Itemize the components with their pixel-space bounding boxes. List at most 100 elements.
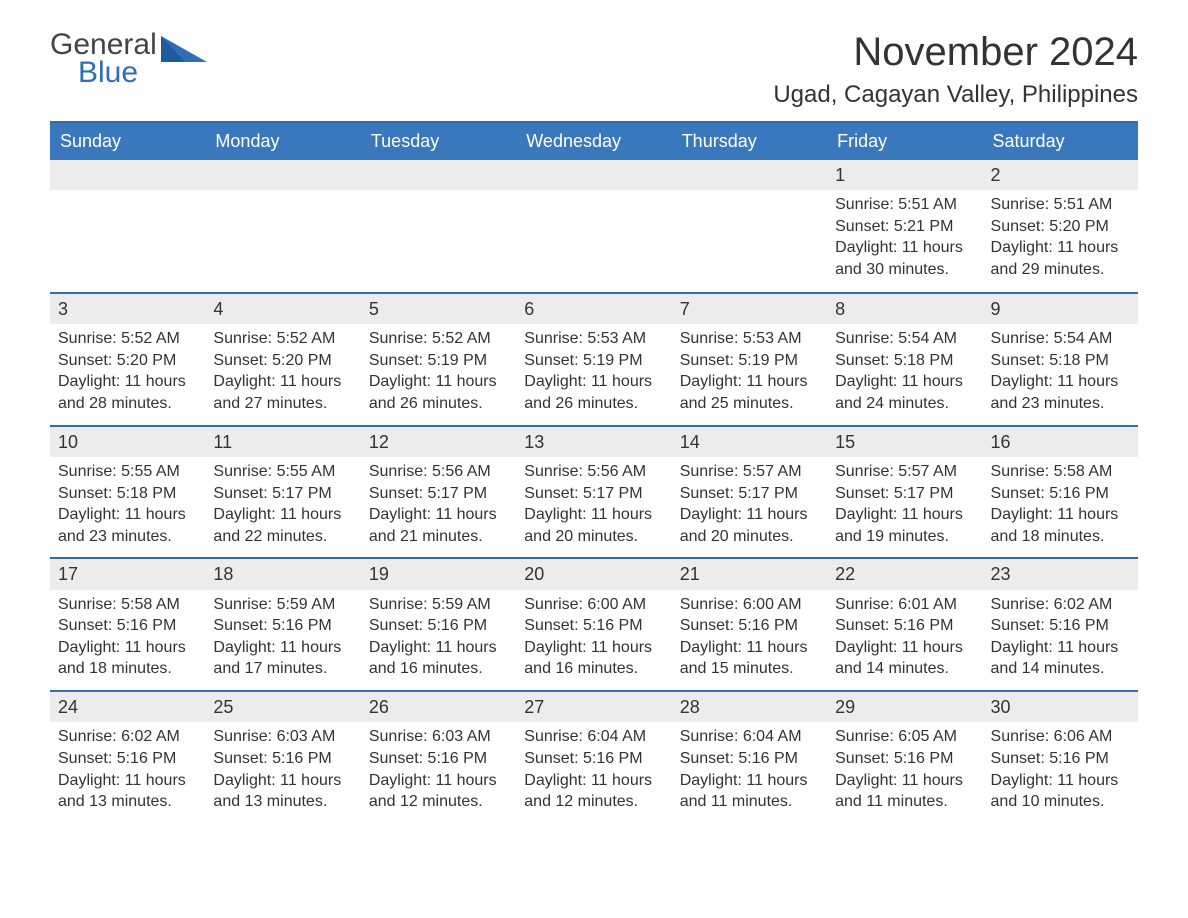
sunrise-text: Sunrise: 6:04 AM [524, 726, 663, 748]
sunset-text: Sunset: 5:16 PM [524, 615, 663, 637]
day-cell: 2Sunrise: 5:51 AMSunset: 5:20 PMDaylight… [983, 160, 1138, 292]
day-cell: 3Sunrise: 5:52 AMSunset: 5:20 PMDaylight… [50, 294, 205, 425]
day-body: Sunrise: 6:00 AMSunset: 5:16 PMDaylight:… [672, 590, 827, 690]
sunrise-text: Sunrise: 6:06 AM [991, 726, 1130, 748]
daylight-text: Daylight: 11 hours and 20 minutes. [524, 504, 663, 547]
daylight-text: Daylight: 11 hours and 18 minutes. [991, 504, 1130, 547]
day-number: 6 [516, 294, 671, 324]
daylight-text: Daylight: 11 hours and 12 minutes. [524, 770, 663, 813]
day-body: Sunrise: 6:01 AMSunset: 5:16 PMDaylight:… [827, 590, 982, 690]
day-body: Sunrise: 5:57 AMSunset: 5:17 PMDaylight:… [672, 457, 827, 557]
day-number: 23 [983, 559, 1138, 589]
day-number: 1 [827, 160, 982, 190]
daylight-text: Daylight: 11 hours and 26 minutes. [524, 371, 663, 414]
daylight-text: Daylight: 11 hours and 25 minutes. [680, 371, 819, 414]
calendar: SundayMondayTuesdayWednesdayThursdayFrid… [50, 121, 1138, 823]
day-cell [50, 160, 205, 292]
daylight-text: Daylight: 11 hours and 27 minutes. [213, 371, 352, 414]
day-number: 27 [516, 692, 671, 722]
sunrise-text: Sunrise: 5:57 AM [835, 461, 974, 483]
sunset-text: Sunset: 5:16 PM [369, 748, 508, 770]
day-body: Sunrise: 5:58 AMSunset: 5:16 PMDaylight:… [50, 590, 205, 690]
day-number: 18 [205, 559, 360, 589]
day-cell [516, 160, 671, 292]
day-number: 15 [827, 427, 982, 457]
day-body: Sunrise: 6:02 AMSunset: 5:16 PMDaylight:… [50, 722, 205, 822]
title-block: November 2024 Ugad, Cagayan Valley, Phil… [773, 30, 1138, 109]
day-body: Sunrise: 5:56 AMSunset: 5:17 PMDaylight:… [361, 457, 516, 557]
day-cell: 27 Sunrise: 6:04 AMSunset: 5:16 PMDayligh… [516, 692, 671, 823]
day-number: 28 [672, 692, 827, 722]
day-cell: 23Sunrise: 6:02 AMSunset: 5:16 PMDayligh… [983, 559, 1138, 690]
weekday-header: Sunday [50, 123, 205, 160]
day-cell: 21Sunrise: 6:00 AMSunset: 5:16 PMDayligh… [672, 559, 827, 690]
day-cell [672, 160, 827, 292]
sunset-text: Sunset: 5:19 PM [524, 350, 663, 372]
daylight-text: Daylight: 11 hours and 21 minutes. [369, 504, 508, 547]
day-cell: 22Sunrise: 6:01 AMSunset: 5:16 PMDayligh… [827, 559, 982, 690]
day-body: Sunrise: 6:04 AMSunset: 5:16 PMDaylight:… [672, 722, 827, 822]
daylight-text: Daylight: 11 hours and 19 minutes. [835, 504, 974, 547]
day-number: 4 [205, 294, 360, 324]
header-row: General Blue November 2024 Ugad, Cagayan… [50, 30, 1138, 109]
daylight-text: Daylight: 11 hours and 13 minutes. [58, 770, 197, 813]
weekday-header: Thursday [672, 123, 827, 160]
day-body: Sunrise: 5:58 AMSunset: 5:16 PMDaylight:… [983, 457, 1138, 557]
daylight-text: Daylight: 11 hours and 28 minutes. [58, 371, 197, 414]
sunrise-text: Sunrise: 6:04 AM [680, 726, 819, 748]
day-cell: 14Sunrise: 5:57 AMSunset: 5:17 PMDayligh… [672, 427, 827, 558]
day-number: 8 [827, 294, 982, 324]
day-body: Sunrise: 6:03 AMSunset: 5:16 PMDaylight:… [205, 722, 360, 822]
day-number: 19 [361, 559, 516, 589]
daylight-text: Daylight: 11 hours and 30 minutes. [835, 237, 974, 280]
sunrise-text: Sunrise: 6:00 AM [524, 594, 663, 616]
day-cell: 7Sunrise: 5:53 AMSunset: 5:19 PMDaylight… [672, 294, 827, 425]
day-cell: 4Sunrise: 5:52 AMSunset: 5:20 PMDaylight… [205, 294, 360, 425]
weekday-header: Monday [205, 123, 360, 160]
daylight-text: Daylight: 11 hours and 23 minutes. [991, 371, 1130, 414]
day-body: Sunrise: 5:51 AMSunset: 5:21 PMDaylight:… [827, 190, 982, 290]
day-cell: 28Sunrise: 6:04 AMSunset: 5:16 PMDayligh… [672, 692, 827, 823]
day-body: Sunrise: 5:54 AMSunset: 5:18 PMDaylight:… [827, 324, 982, 424]
daylight-text: Daylight: 11 hours and 18 minutes. [58, 637, 197, 680]
sunset-text: Sunset: 5:16 PM [213, 748, 352, 770]
day-number: 29 [827, 692, 982, 722]
day-number [516, 160, 671, 190]
day-number: 12 [361, 427, 516, 457]
day-number [672, 160, 827, 190]
day-cell: 26Sunrise: 6:03 AMSunset: 5:16 PMDayligh… [361, 692, 516, 823]
day-number: 25 [205, 692, 360, 722]
weekday-header: Saturday [983, 123, 1138, 160]
day-cell: 30Sunrise: 6:06 AMSunset: 5:16 PMDayligh… [983, 692, 1138, 823]
sunset-text: Sunset: 5:17 PM [524, 483, 663, 505]
weekday-header: Friday [827, 123, 982, 160]
day-number: 14 [672, 427, 827, 457]
week-row: 24Sunrise: 6:02 AMSunset: 5:16 PMDayligh… [50, 690, 1138, 823]
day-body: Sunrise: 6:06 AMSunset: 5:16 PMDaylight:… [983, 722, 1138, 822]
daylight-text: Daylight: 11 hours and 16 minutes. [524, 637, 663, 680]
day-cell [361, 160, 516, 292]
sunrise-text: Sunrise: 5:56 AM [369, 461, 508, 483]
day-number: 11 [205, 427, 360, 457]
sunset-text: Sunset: 5:16 PM [991, 748, 1130, 770]
day-number: 30 [983, 692, 1138, 722]
sunrise-text: Sunrise: 6:01 AM [835, 594, 974, 616]
daylight-text: Daylight: 11 hours and 17 minutes. [213, 637, 352, 680]
sunrise-text: Sunrise: 6:05 AM [835, 726, 974, 748]
day-body: Sunrise: 5:52 AMSunset: 5:20 PMDaylight:… [50, 324, 205, 424]
week-row: 1Sunrise: 5:51 AMSunset: 5:21 PMDaylight… [50, 160, 1138, 292]
sunset-text: Sunset: 5:17 PM [835, 483, 974, 505]
daylight-text: Daylight: 11 hours and 20 minutes. [680, 504, 819, 547]
daylight-text: Daylight: 11 hours and 11 minutes. [680, 770, 819, 813]
day-body: Sunrise: 5:52 AMSunset: 5:20 PMDaylight:… [205, 324, 360, 424]
daylight-text: Daylight: 11 hours and 23 minutes. [58, 504, 197, 547]
sunset-text: Sunset: 5:16 PM [213, 615, 352, 637]
day-body: Sunrise: 5:56 AMSunset: 5:17 PMDaylight:… [516, 457, 671, 557]
sunrise-text: Sunrise: 5:52 AM [58, 328, 197, 350]
sunset-text: Sunset: 5:16 PM [524, 748, 663, 770]
sunrise-text: Sunrise: 6:02 AM [991, 594, 1130, 616]
day-cell: 1Sunrise: 5:51 AMSunset: 5:21 PMDaylight… [827, 160, 982, 292]
sunset-text: Sunset: 5:17 PM [369, 483, 508, 505]
daylight-text: Daylight: 11 hours and 14 minutes. [835, 637, 974, 680]
logo-text-2: Blue [78, 58, 157, 88]
